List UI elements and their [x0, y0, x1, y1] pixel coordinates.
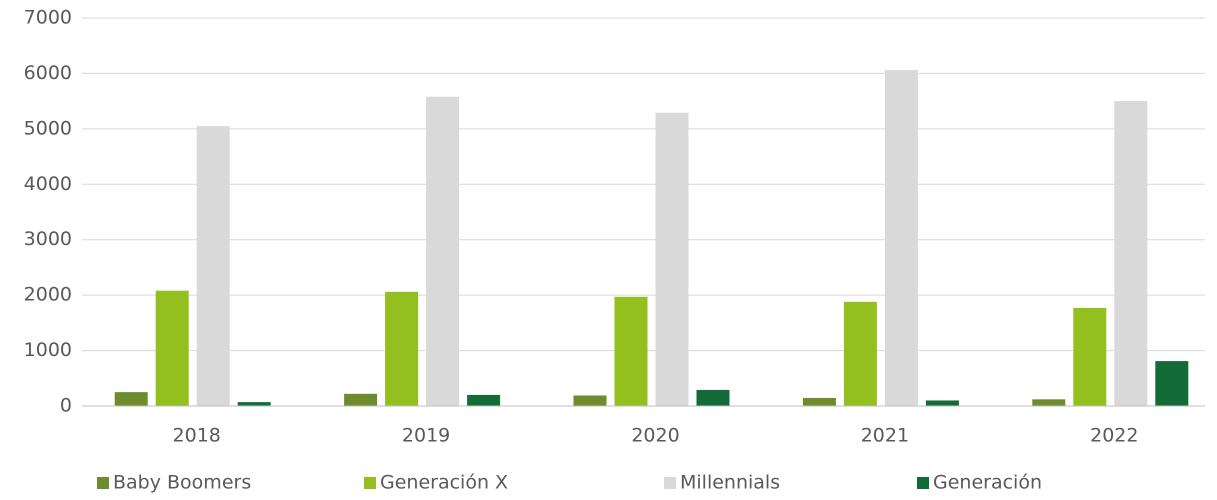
- bar: [884, 70, 918, 407]
- y-tick-label: 1000: [24, 339, 72, 361]
- legend-label: Generación: [933, 472, 1042, 494]
- legend-swatch: [364, 477, 376, 489]
- legend-label: Baby Boomers: [113, 472, 251, 494]
- legend-label: Millennials: [680, 472, 780, 494]
- bar: [237, 402, 271, 406]
- y-tick-label: 4000: [24, 173, 72, 195]
- y-tick-label: 6000: [24, 62, 72, 84]
- legend-swatch: [664, 477, 676, 489]
- x-tick-label: 2018: [173, 425, 221, 447]
- legend-label: Generación X: [380, 472, 508, 494]
- legend-swatch: [917, 477, 929, 489]
- bar: [696, 389, 730, 406]
- bar: [467, 394, 501, 406]
- bar: [573, 395, 607, 406]
- bar: [802, 397, 836, 406]
- bar: [655, 112, 689, 406]
- x-tick-label: 2020: [631, 425, 679, 447]
- bar: [1114, 101, 1148, 407]
- bar: [385, 291, 419, 406]
- x-tick-label: 2021: [861, 425, 909, 447]
- bar: [155, 290, 189, 406]
- bar: [344, 393, 378, 406]
- y-tick-label: 3000: [24, 228, 72, 250]
- bar: [1155, 361, 1189, 406]
- bar: [614, 296, 648, 406]
- bar: [1073, 307, 1107, 406]
- y-tick-label: 5000: [24, 117, 72, 139]
- bar: [196, 126, 230, 406]
- bar: [1032, 399, 1066, 406]
- bar: [925, 400, 959, 406]
- bar: [426, 96, 460, 407]
- bar: [843, 301, 877, 406]
- y-tick-label: 7000: [24, 7, 72, 29]
- bar: [114, 392, 148, 406]
- x-tick-label: 2022: [1090, 425, 1138, 447]
- x-tick-label: 2019: [402, 425, 450, 447]
- y-tick-label: 0: [60, 395, 72, 417]
- y-tick-label: 2000: [24, 284, 72, 306]
- legend-swatch: [97, 477, 109, 489]
